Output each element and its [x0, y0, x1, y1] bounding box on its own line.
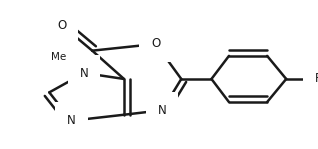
Text: N: N [67, 114, 76, 127]
Text: O: O [57, 19, 67, 32]
Text: N: N [158, 104, 167, 117]
Text: N: N [80, 66, 89, 80]
Text: Me: Me [51, 52, 66, 62]
Text: O: O [151, 37, 161, 51]
Text: F: F [315, 72, 318, 86]
